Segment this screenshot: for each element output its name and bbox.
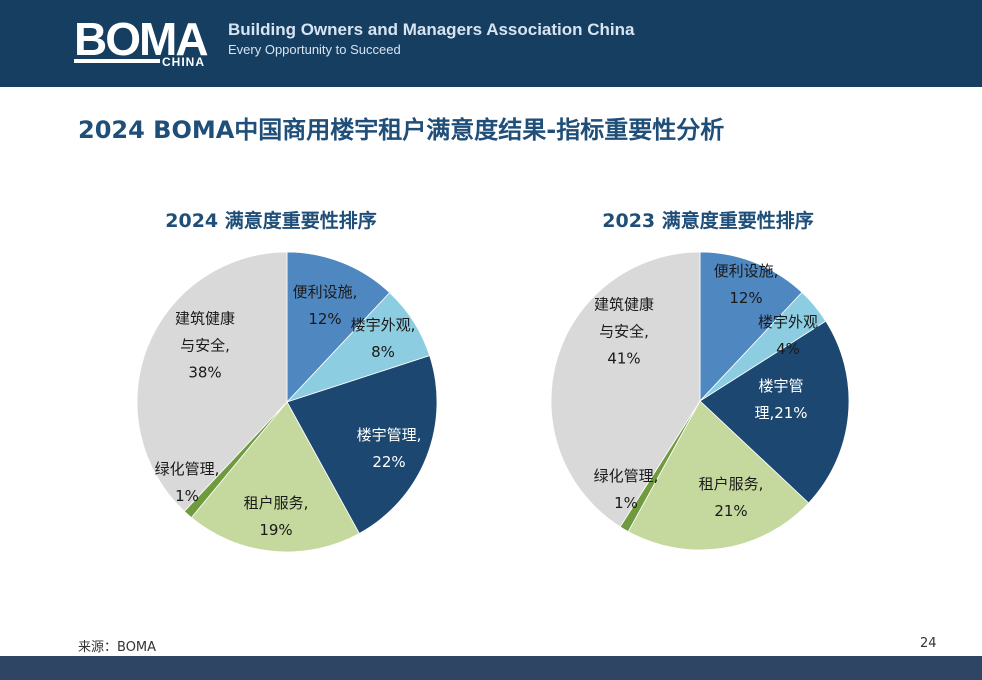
slice-label: 8% [371, 343, 395, 361]
slice-label: 21% [714, 502, 747, 520]
boma-logo: BOMA CHINA [74, 13, 214, 72]
slice-label: 1% [614, 494, 638, 512]
source-note: 来源：BOMA [78, 640, 157, 655]
chart-title-2023: 2023 满意度重要性排序 [602, 210, 814, 232]
slice-label: 4% [776, 340, 800, 358]
slice-label: 便利设施, [293, 283, 358, 301]
pie-slice [699, 251, 803, 403]
org-name: Building Owners and Managers Association… [228, 20, 635, 39]
pie-slice [699, 320, 850, 504]
page-number: 24 [920, 636, 937, 651]
slice-label: 与安全, [180, 337, 230, 355]
slice-label: 建筑健康 [594, 296, 654, 314]
slice-label: 建筑健康 [175, 310, 235, 328]
pie-slice [550, 251, 701, 528]
slice-label: 便利设施, [714, 262, 779, 280]
pie-slice [190, 401, 360, 553]
slice-label: 楼宇外观, [351, 316, 416, 334]
logo-sub-text: CHINA [162, 55, 205, 69]
pie-slice [286, 251, 391, 404]
slice-label: 租户服务, [699, 475, 764, 493]
slice-label: 绿化管理, [594, 467, 659, 485]
slice-label: 与安全, [599, 323, 649, 341]
slice-label: 楼宇外观 [758, 313, 818, 331]
org-tagline: Every Opportunity to Succeed [228, 42, 401, 57]
slice-label: 41% [607, 350, 640, 368]
slice-label: 12% [729, 289, 762, 307]
footer-bar [0, 656, 982, 680]
pie-slice [136, 251, 288, 512]
slice-label: 租户服务, [244, 494, 309, 512]
slice-label: 绿化管理, [155, 460, 220, 478]
slice-label: 1% [175, 487, 199, 505]
pie-slice [286, 355, 438, 534]
logo-main-text: BOMA [74, 13, 209, 65]
slice-label: 楼宇管 [758, 377, 803, 395]
logo-underline [74, 59, 160, 63]
pie-slice [627, 400, 810, 551]
slice-label: 19% [259, 521, 292, 539]
page-title: 2024 BOMA中国商用楼宇租户满意度结果-指标重要性分析 [78, 116, 725, 144]
slice-label: 12% [308, 310, 341, 328]
slice-label: 理,21% [754, 404, 807, 422]
slice-label: 38% [188, 364, 221, 382]
slice-label: 22% [372, 453, 405, 471]
header-bar: BOMA CHINA Building Owners and Managers … [0, 0, 982, 87]
chart-title-2024: 2024 满意度重要性排序 [165, 210, 377, 232]
slice-label: 楼宇管理, [357, 426, 422, 444]
